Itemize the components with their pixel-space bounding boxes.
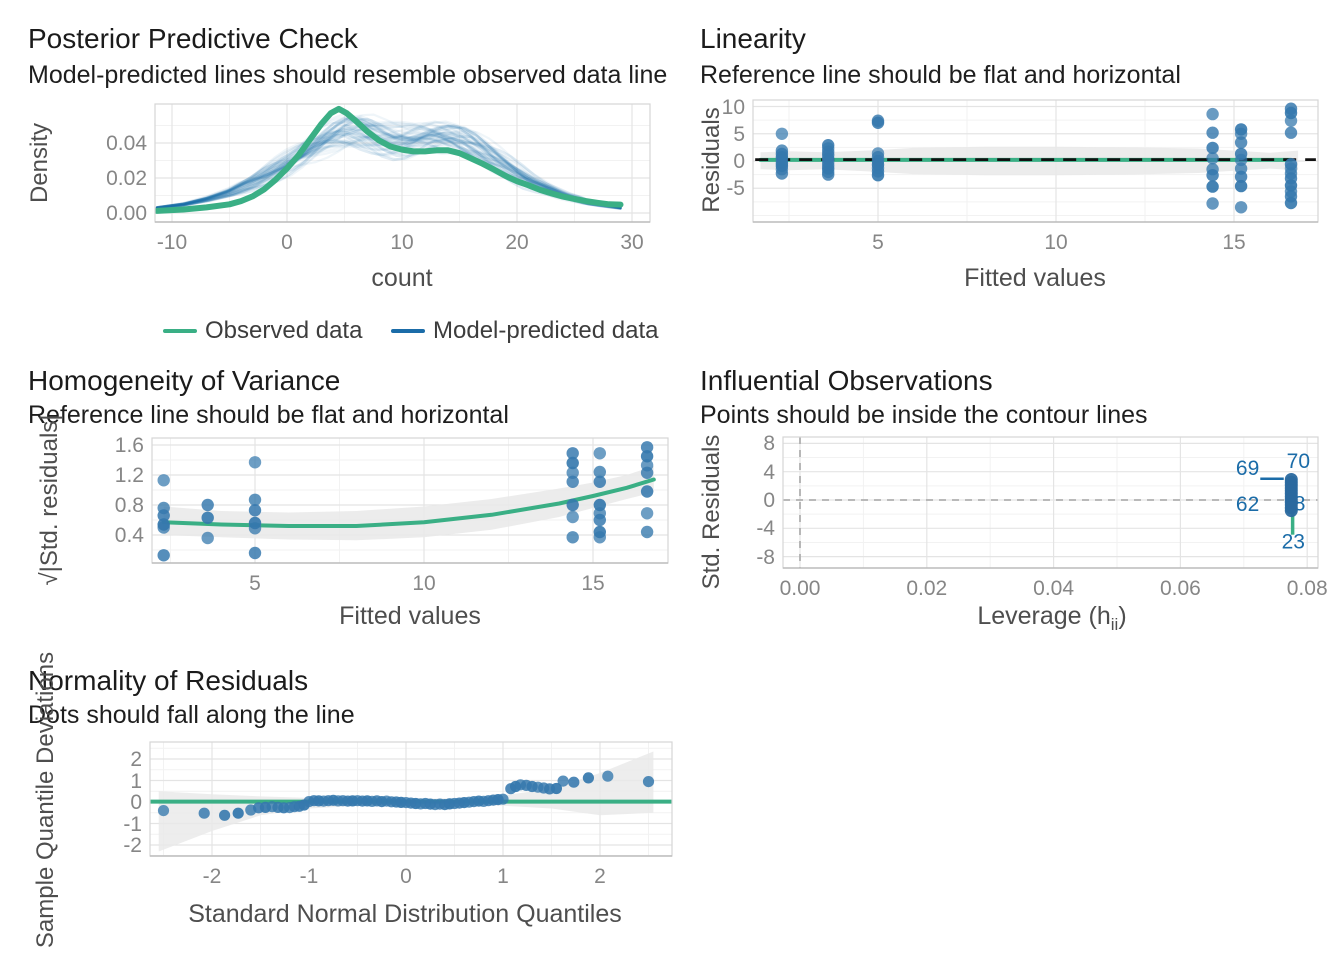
homogeneity-y-tick-label: 0.8: [114, 494, 144, 517]
homogeneity-x-tick-label: 15: [581, 572, 605, 595]
normality-y-tick-label: 0: [130, 791, 142, 814]
linearity-x-tick-label: 5: [872, 231, 884, 254]
influential-y-tick-label: 4: [763, 460, 775, 484]
ppc-x-tick-label: -10: [156, 231, 188, 254]
ppc-x-axis-label: count: [371, 264, 433, 292]
linearity-plot-area: [753, 100, 1318, 222]
homogeneity-y-axis-label: √|Std. residuals|: [36, 414, 63, 586]
homogeneity-x-tick-label: 10: [412, 572, 436, 595]
homogeneity-title: Homogeneity of Variance: [28, 365, 341, 396]
homogeneity-subtitle: Reference line should be flat and horizo…: [28, 401, 509, 429]
leverage-label-subscript: ii: [1110, 615, 1119, 634]
linearity-y-tick-label: 5: [733, 122, 745, 146]
linearity-subtitle: Reference line should be flat and horizo…: [700, 61, 1181, 89]
influential-point-label: 8: [1294, 493, 1306, 516]
influential-point-label: 62: [1236, 493, 1259, 516]
ppc-x-tick-label: 10: [390, 231, 414, 254]
legend-predicted-label: Model-predicted data: [433, 317, 659, 344]
linearity-x-tick-label: 10: [1044, 231, 1068, 254]
linearity-y-tick-label: 10: [721, 95, 745, 119]
ppc-x-tick-label: 20: [505, 231, 529, 254]
ppc-x-tick-label: 0: [281, 231, 293, 254]
homogeneity-x-tick-label: 5: [249, 572, 261, 595]
normality-y-tick-label: 1: [130, 769, 142, 793]
influential-point-label: 69: [1236, 457, 1259, 480]
ppc-x-tick-label: 30: [620, 231, 644, 254]
influential-y-tick-label: -8: [756, 545, 775, 569]
influential-point-label: 23: [1282, 531, 1305, 554]
ppc-y-tick-label: 0.00: [106, 202, 147, 225]
normality-plot-area: [150, 742, 672, 856]
normality-y-tick-label: 2: [130, 748, 142, 771]
ppc-y-axis-label: Density: [26, 122, 53, 204]
homogeneity-x-axis-label: Fitted values: [339, 602, 481, 630]
influential-title: Influential Observations: [700, 365, 993, 396]
ppc-title: Posterior Predictive Check: [28, 23, 358, 54]
homogeneity-y-tick-label: 1.2: [114, 464, 144, 487]
influential-y-tick-label: 8: [763, 432, 775, 456]
normality-x-tick-label: -2: [202, 865, 222, 888]
homogeneity-y-tick-label: 1.6: [114, 434, 144, 457]
normality-x-tick-label: 0: [400, 865, 412, 888]
normality-x-axis-label: Standard Normal Distribution Quantiles: [188, 900, 622, 928]
influential-plot-area: 69 70 62 8 23: [783, 437, 1318, 568]
linearity-y-tick-label: -5: [726, 177, 745, 201]
influential-x-tick-label: 0.02: [906, 577, 948, 600]
normality-y-tick-label: -2: [123, 834, 142, 857]
legend-observed-label: Observed data: [205, 317, 363, 344]
linearity-title: Linearity: [700, 23, 806, 54]
influential-y-tick-label: 0: [763, 489, 775, 512]
legend-observed-swatch: [163, 329, 197, 333]
legend-predicted-swatch: [391, 329, 425, 333]
linearity-y-tick-label: 0: [733, 150, 745, 173]
normality-title: Normality of Residuals: [28, 665, 309, 696]
normality-x-tick-label: 2: [594, 865, 606, 888]
normality-y-tick-label: -1: [123, 812, 142, 836]
ppc-subtitle: Model-predicted lines should resemble ob…: [28, 61, 668, 89]
normality-y-axis-label: Sample Quantile Deviations: [32, 651, 59, 949]
normality-x-tick-label: -1: [299, 865, 319, 888]
influential-x-tick-label: 0.08: [1286, 577, 1328, 600]
influential-x-axis-label: Leverage (hii): [977, 602, 1126, 635]
normality-x-tick-label: 1: [497, 865, 509, 888]
linearity-x-axis-label: Fitted values: [964, 264, 1106, 292]
leverage-label-main: Leverage (h: [977, 602, 1111, 630]
influential-x-tick-label: 0.06: [1159, 577, 1201, 600]
homogeneity-y-tick-label: 0.4: [114, 524, 144, 547]
influential-y-tick-label: -4: [756, 517, 775, 541]
normality-subtitle: Dots should fall along the line: [28, 701, 355, 729]
ppc-plot-area: [155, 104, 650, 222]
influential-subtitle: Points should be inside the contour line…: [700, 401, 1148, 429]
ppc-y-tick-label: 0.04: [106, 132, 147, 155]
influential-x-tick-label: 0.04: [1033, 577, 1075, 600]
leverage-label-close: ): [1118, 602, 1127, 630]
homogeneity-plot-area: [152, 438, 668, 563]
influential-x-tick-label: 0.00: [779, 577, 821, 600]
linearity-x-tick-label: 15: [1222, 231, 1246, 254]
ppc-y-tick-label: 0.02: [106, 167, 147, 190]
influential-point-label: 70: [1287, 450, 1310, 473]
